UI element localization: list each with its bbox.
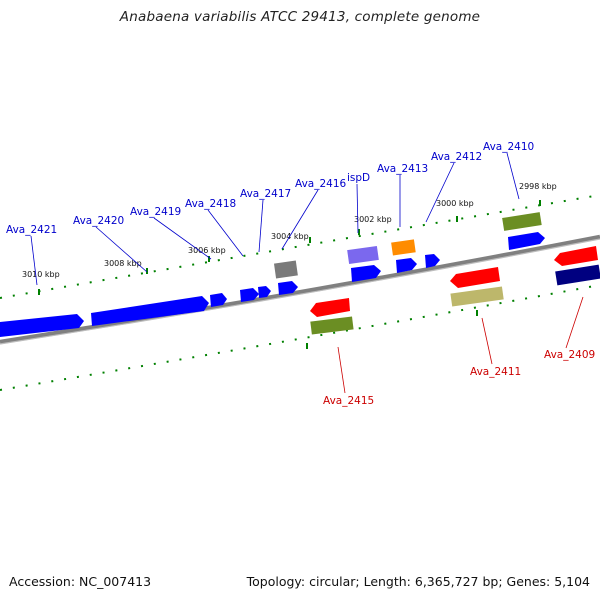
gray-feature[interactable] <box>273 260 298 279</box>
gene-arrow-reverse[interactable] <box>310 298 350 317</box>
forward-genes <box>0 232 545 337</box>
gene-label[interactable]: Ava_2418 <box>185 198 236 210</box>
orange-feature[interactable] <box>391 239 416 256</box>
gene-label[interactable]: Ava_2416 <box>295 178 347 190</box>
green-feature[interactable] <box>310 316 354 335</box>
gene-arrow[interactable] <box>0 314 84 337</box>
gene-label[interactable]: ispD <box>347 172 370 184</box>
navy-feature[interactable] <box>555 264 600 286</box>
gene-arrow[interactable] <box>508 232 545 250</box>
purple-feature[interactable] <box>347 245 379 265</box>
gene-arrow[interactable] <box>351 265 381 282</box>
gene-arrow[interactable] <box>396 258 417 273</box>
tick-label: 3008 kbp <box>104 259 142 268</box>
gene-label[interactable]: Ava_2415 <box>323 395 374 407</box>
gene-label[interactable]: Ava_2412 <box>431 151 482 163</box>
gene-arrow-reverse[interactable] <box>450 267 500 288</box>
leader-lines-bottom <box>337 296 584 394</box>
gene-label[interactable]: Ava_2409 <box>544 349 595 361</box>
gene-arrow[interactable] <box>278 281 298 295</box>
tick-label: 2998 kbp <box>519 182 557 191</box>
gene-arrow[interactable] <box>91 296 209 326</box>
tick-label: 3006 kbp <box>188 246 226 255</box>
gene-arrow[interactable] <box>240 288 259 302</box>
gene-label[interactable]: Ava_2421 <box>6 224 57 236</box>
gene-arrow[interactable] <box>258 286 271 298</box>
gene-label[interactable]: Ava_2413 <box>377 163 428 175</box>
tick-label: 3010 kbp <box>22 270 60 279</box>
tick-label: 3000 kbp <box>436 199 474 208</box>
tick-label: 3002 kbp <box>354 215 392 224</box>
accession-text: Accession: NC_007413 <box>9 574 152 589</box>
gene-arrow-reverse[interactable] <box>554 246 598 266</box>
leader-lines-top <box>30 152 520 286</box>
khaki-feature[interactable] <box>450 286 504 307</box>
genome-stats-text: Topology: circular; Length: 6,365,727 bp… <box>246 574 590 589</box>
green-feature[interactable] <box>502 212 542 231</box>
gene-label[interactable]: Ava_2419 <box>130 206 181 218</box>
genome-backbone <box>0 234 600 345</box>
gene-label[interactable]: Ava_2410 <box>483 141 534 153</box>
gene-arrow[interactable] <box>210 293 227 307</box>
gene-arrow[interactable] <box>425 254 440 268</box>
gene-label[interactable]: Ava_2420 <box>73 215 124 227</box>
major-ticks <box>38 200 541 349</box>
genome-title: Anabaena variabilis ATCC 29413, complete… <box>119 9 481 25</box>
gene-label[interactable]: Ava_2417 <box>240 188 291 200</box>
gene-label[interactable]: Ava_2411 <box>470 366 521 378</box>
